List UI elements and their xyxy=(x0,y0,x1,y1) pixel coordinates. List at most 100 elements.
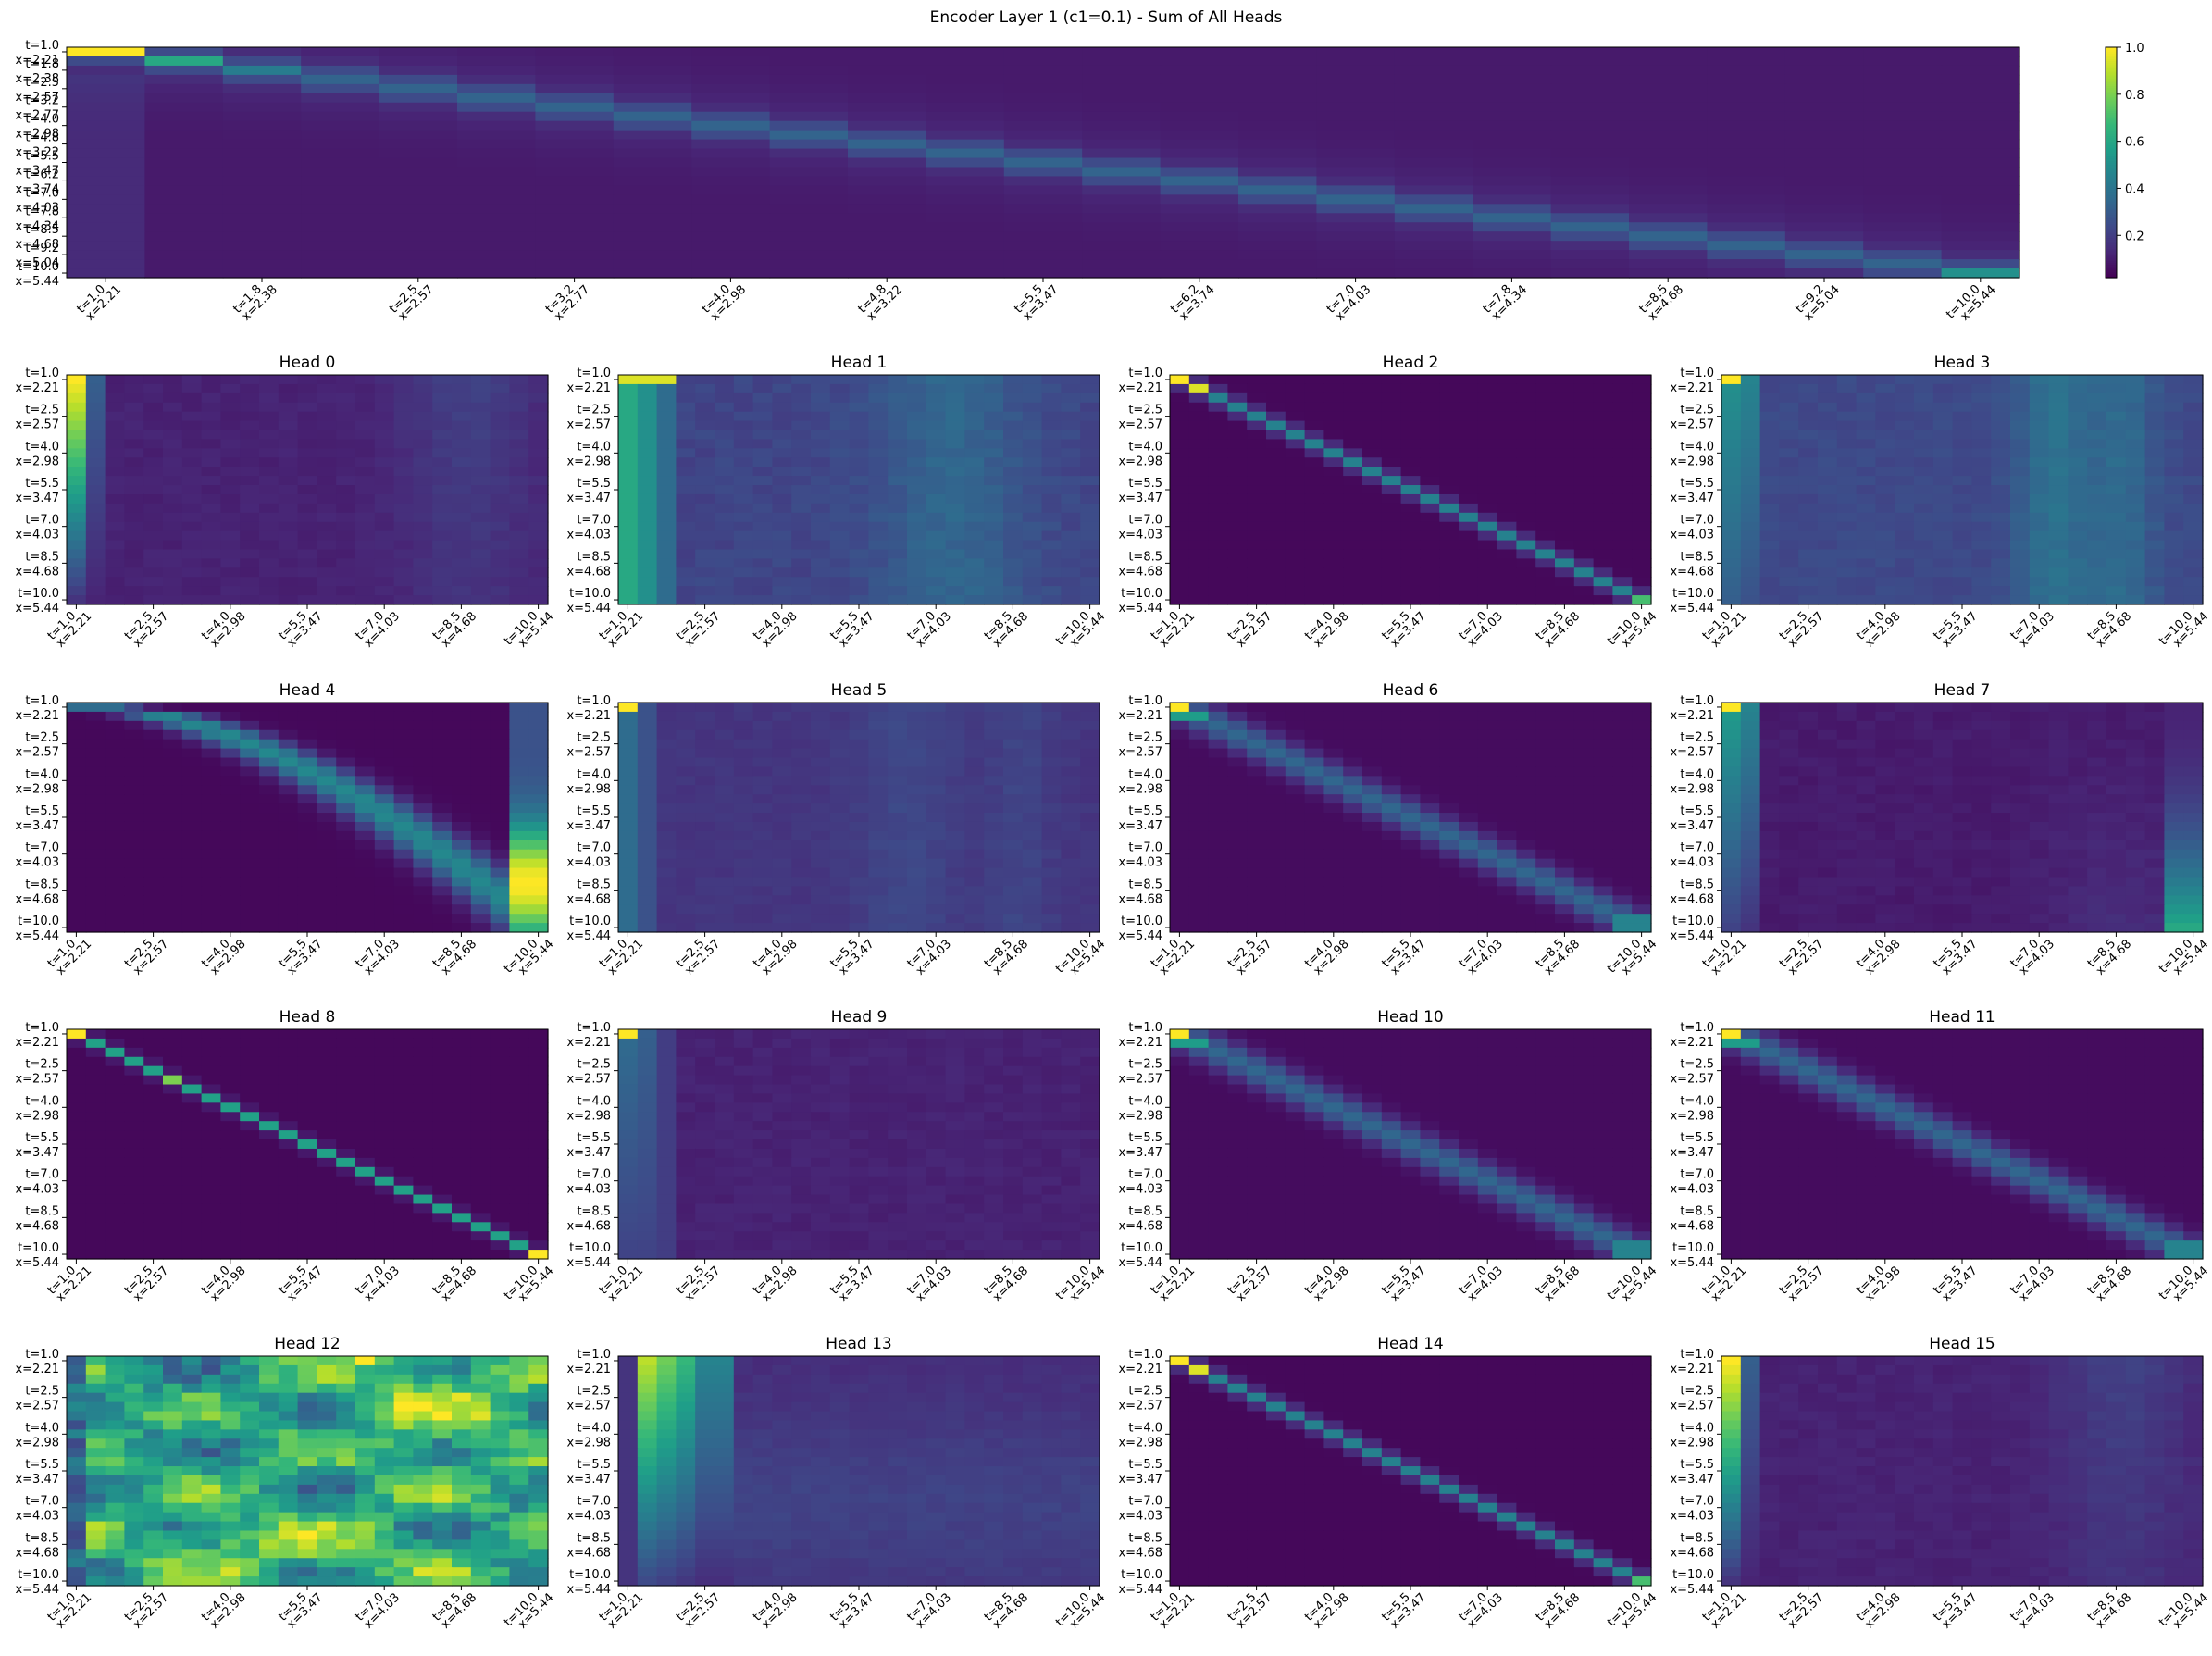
heatmap-cell xyxy=(1497,476,1517,486)
heatmap-cell xyxy=(618,766,639,777)
heatmap-cell xyxy=(1285,558,1306,568)
heatmap-cell xyxy=(1362,411,1383,422)
heatmap-cell xyxy=(733,503,754,514)
heatmap-cell xyxy=(1285,729,1306,741)
heatmap-cell xyxy=(220,493,241,504)
heatmap-cell xyxy=(301,120,380,131)
heatmap-cell xyxy=(85,411,106,422)
heatmap-cell xyxy=(1629,176,1708,186)
heatmap-cell xyxy=(1856,439,1876,449)
heatmap-cell xyxy=(829,457,851,467)
heatmap-cell xyxy=(374,586,395,596)
heatmap-cell xyxy=(1362,467,1383,477)
heatmap-cell xyxy=(791,530,812,542)
heatmap-cell xyxy=(432,448,453,458)
heatmap-cell xyxy=(691,120,771,131)
heatmap-cell xyxy=(317,904,337,915)
heatmap-cell xyxy=(1003,703,1024,713)
heatmap-cell xyxy=(752,785,773,795)
heatmap-cell xyxy=(470,895,491,905)
heatmap-cell xyxy=(907,867,927,878)
heatmap-cell xyxy=(715,914,735,924)
heatmap-cell xyxy=(964,886,985,896)
heatmap-cell xyxy=(1266,420,1286,431)
heatmap-cell xyxy=(733,448,754,458)
heatmap-cell xyxy=(181,748,203,759)
heatmap-cell xyxy=(1061,757,1081,768)
heatmap-cell xyxy=(1247,558,1267,568)
heatmap-cell xyxy=(1381,703,1402,713)
heatmap-cell xyxy=(509,757,529,768)
heatmap-cell xyxy=(1798,558,1819,568)
heatmap-cell xyxy=(926,886,947,896)
heatmap-cell xyxy=(220,739,241,750)
heatmap-head5-xtick-label: t=5.5x=3.47 xyxy=(827,937,877,978)
heatmap-cell xyxy=(163,420,183,431)
heatmap-cell xyxy=(509,766,529,777)
heatmap-cell xyxy=(1343,467,1363,477)
heatmap-cell xyxy=(1304,776,1324,786)
heatmap-cell xyxy=(618,785,639,795)
heatmap-sum-xtick-label: t=2.5x=2.57 xyxy=(387,282,437,324)
heatmap-cell xyxy=(220,877,241,887)
heatmap-cell xyxy=(1856,503,1876,514)
heatmap-cell xyxy=(528,493,549,504)
heatmap-cell xyxy=(1343,540,1363,551)
heatmap-cell xyxy=(1381,521,1402,532)
heatmap-cell xyxy=(2125,586,2146,596)
heatmap-cell xyxy=(637,739,658,750)
heatmap-cell xyxy=(379,222,458,232)
heatmap-cell xyxy=(695,595,715,605)
heatmap-cell xyxy=(1082,204,1162,214)
heatmap-sum-ytick-label: t=5.5 xyxy=(25,150,59,164)
heatmap-cell xyxy=(355,840,376,851)
heatmap-cell xyxy=(528,914,549,924)
heatmap-cell xyxy=(1420,703,1440,713)
heatmap-cell xyxy=(733,512,754,523)
heatmap-cell xyxy=(297,485,317,495)
heatmap-cell xyxy=(964,748,985,759)
heatmap-sum-xtick-label: t=4.8x=3.22 xyxy=(855,282,905,324)
heatmap-cell xyxy=(1080,776,1100,786)
heatmap-sum-ytick-label: t=7.8 xyxy=(25,205,59,218)
heatmap-cell xyxy=(1952,411,1972,422)
heatmap-cell xyxy=(163,858,183,869)
heatmap-cell xyxy=(490,830,510,841)
heatmap-cell xyxy=(1971,549,1992,559)
heatmap-cell xyxy=(1798,402,1819,413)
heatmap-cell xyxy=(772,595,792,605)
heatmap-cell xyxy=(715,821,735,832)
heatmap-cell xyxy=(105,439,125,449)
heatmap-cell xyxy=(1952,375,1972,385)
heatmap-cell xyxy=(457,130,536,141)
heatmap-cell xyxy=(1952,402,1972,413)
heatmap-cell xyxy=(1362,375,1383,385)
heatmap-cell xyxy=(888,402,908,413)
heatmap-head1-ytick-label: x=4.68 xyxy=(566,565,611,579)
heatmap-cell xyxy=(888,776,908,786)
heatmap-cell xyxy=(240,720,260,731)
heatmap-cell xyxy=(1420,577,1440,587)
heatmap-cell xyxy=(1459,577,1479,587)
heatmap-cell xyxy=(105,476,125,486)
heatmap-cell xyxy=(1497,485,1517,495)
heatmap-cell xyxy=(2087,540,2107,551)
heatmap-cell xyxy=(769,167,849,178)
heatmap-cell xyxy=(2125,476,2146,486)
heatmap-cell xyxy=(2029,521,2050,532)
heatmap-cell xyxy=(618,476,639,486)
heatmap-cell xyxy=(1759,595,1780,605)
heatmap-cell xyxy=(67,111,145,122)
heatmap-cell xyxy=(1863,241,1943,251)
heatmap-cell xyxy=(1740,420,1761,431)
heatmap-cell xyxy=(1875,558,1895,568)
heatmap-cell xyxy=(470,830,491,841)
heatmap-cell xyxy=(67,222,145,232)
heatmap-cell xyxy=(1247,448,1267,458)
heatmap-cell xyxy=(67,803,87,814)
heatmap-cell xyxy=(848,148,926,159)
heatmap-cell xyxy=(1285,711,1306,722)
heatmap-cell xyxy=(656,467,677,477)
heatmap-cell xyxy=(1784,130,1864,141)
heatmap-cell xyxy=(1740,558,1761,568)
